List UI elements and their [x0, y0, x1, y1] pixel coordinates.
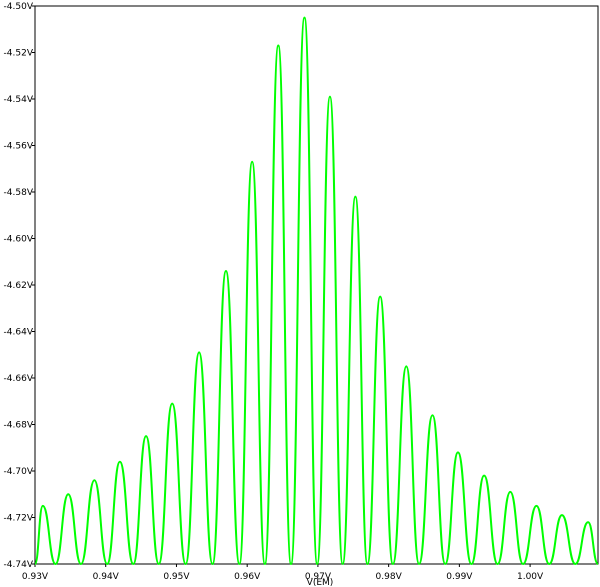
y-tick-label: -4.64V — [4, 328, 34, 338]
y-tick-label: -4.70V — [4, 467, 34, 477]
x-tick-label: 0.95V — [163, 572, 190, 582]
x-tick-label: 1.00V — [517, 572, 544, 582]
y-tick-label: -4.74V — [4, 560, 34, 570]
y-tick-label: -4.66V — [4, 374, 34, 384]
x-axis-label: V(EM) — [307, 578, 334, 587]
plot-frame — [34, 5, 599, 565]
x-tick-label: 0.98V — [376, 572, 403, 582]
y-tick-label: -4.58V — [4, 188, 34, 198]
y-tick-label: -4.60V — [4, 235, 34, 245]
y-tick-label: -4.50V — [4, 2, 34, 12]
x-tick-label: 0.96V — [234, 572, 261, 582]
y-tick-label: -4.68V — [4, 421, 34, 431]
x-tick-label: 0.93V — [22, 572, 49, 582]
y-tick-label: -4.56V — [4, 142, 34, 152]
x-tick-label: 0.99V — [446, 572, 473, 582]
x-tick-label: 0.97V — [305, 572, 332, 582]
y-tick-label: -4.52V — [4, 49, 34, 59]
y-tick-label: -4.54V — [4, 95, 34, 105]
y-tick-label: -4.72V — [4, 514, 34, 524]
y-tick-label: -4.62V — [4, 281, 34, 291]
x-tick-label: 0.94V — [93, 572, 120, 582]
data-line — [34, 16, 599, 566]
